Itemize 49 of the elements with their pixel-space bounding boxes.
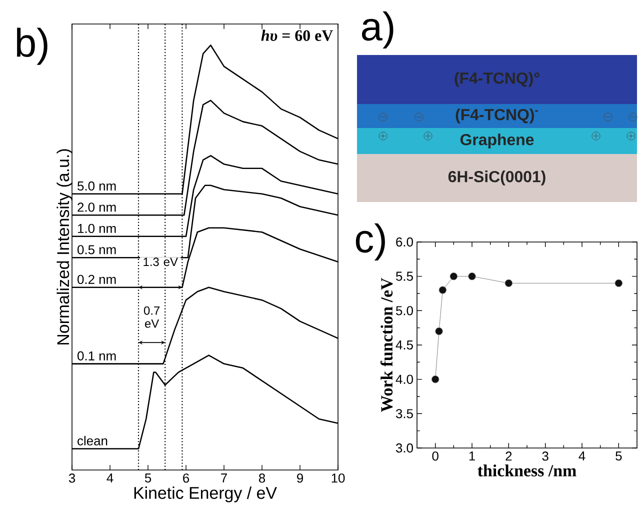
y-axis-title: Normalized Intensity (a.u.) (56, 149, 72, 344)
x-tick-label: 10 (332, 474, 345, 483)
legend-label: 0.2 nm (78, 274, 116, 284)
x-tick-label: 0 (432, 452, 438, 461)
annotation: 0.7 eV (144, 306, 160, 328)
x-tick-label: 1 (469, 452, 475, 460)
chart-title: c) (356, 223, 385, 261)
x-tick-label: 5 (616, 452, 622, 461)
point (450, 272, 458, 280)
x-tick-label: 5 (144, 474, 152, 483)
series-label: 2.0 nm (78, 202, 116, 212)
x-tick-label: 9 (297, 474, 303, 483)
category-label: (F4-TCNQ)$^{-}$ (456, 108, 538, 124)
chart-title: b) (16, 28, 48, 65)
x-tick-label: 6 (183, 474, 190, 483)
text: hυ = 60 eV (261, 30, 333, 42)
y-tick-label: 3.0 (396, 443, 413, 453)
x-tick-label: 4 (578, 452, 586, 460)
y-tick-label: 5.0 (396, 306, 413, 316)
x-tick-label: 3 (68, 474, 76, 483)
point (504, 279, 513, 288)
series-label: 0.5 nm (78, 245, 116, 254)
category-label: Graphene (460, 134, 534, 148)
x-tick-label: 4 (106, 474, 114, 482)
y-tick-label: 6.0 (396, 237, 413, 247)
y-tick-label: 3.5 (396, 409, 413, 418)
series-label: 1.0 nm (78, 224, 116, 234)
series-label: 0.1 nm (78, 351, 116, 360)
point (435, 327, 443, 336)
series-label: clean (78, 436, 108, 446)
category-label: 6H-SiC(0001) (448, 170, 546, 186)
x-axis-title: thickness /nm (478, 464, 576, 476)
x-tick-label: 3 (542, 452, 548, 461)
y-tick-label: 4.5 (396, 340, 413, 350)
x-tick-label: 7 (221, 474, 227, 482)
y-tick-label: 5.5 (396, 272, 413, 281)
point (431, 375, 440, 384)
point (468, 272, 476, 280)
y-axis-title: Work function /eV (380, 278, 393, 412)
series-label: 5.0 nm (78, 181, 116, 191)
point (438, 286, 447, 294)
point (614, 279, 623, 288)
y-tick-label: 4.0 (396, 374, 413, 384)
x-axis-title: Kinetic Energy / eV (134, 486, 277, 502)
annotation: 1.3 eV (144, 258, 178, 266)
x-tick-label: 2 (506, 452, 512, 461)
text: a) (362, 11, 394, 49)
x-tick-label: 8 (258, 474, 266, 483)
category-label: (F4-TCNQ)° (454, 72, 540, 87)
